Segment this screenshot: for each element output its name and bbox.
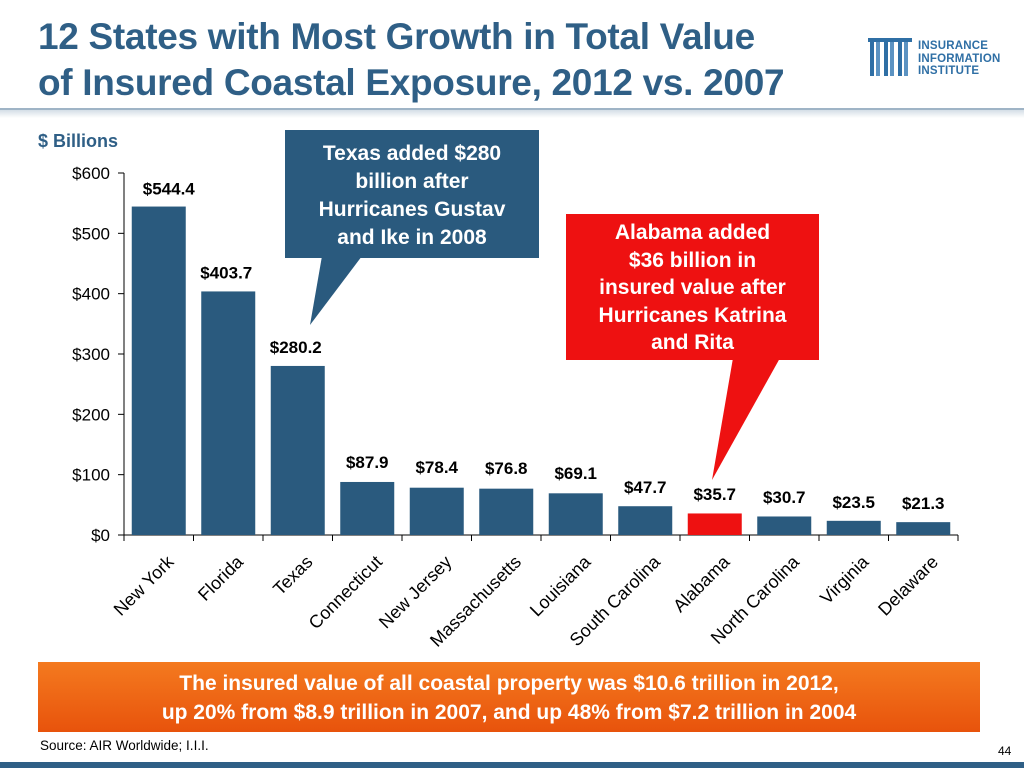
value-label: $30.7 [763,488,806,507]
value-label: $544.4 [143,180,196,199]
alabama-callout-line-1: Alabama added [614,221,771,244]
bar-north-carolina [757,516,812,535]
bar-florida [201,291,256,535]
y-tick-label: $200 [72,405,110,424]
title-line-1: 12 States with Most Growth in Total Valu… [38,16,755,57]
logo-line-3: INSTITUTE [918,65,980,77]
category-label: Alabama [669,551,734,616]
y-tick-label: $400 [72,285,110,304]
summary-line-2: up 20% from $8.9 trillion in 2007, and u… [161,701,857,724]
value-label: $35.7 [693,485,736,504]
summary-line-1: The insured value of all coastal propert… [179,672,839,695]
value-label: $87.9 [346,453,389,472]
category-label: New York [110,551,179,620]
y-tick-label: $0 [91,526,110,545]
texas-callout-line-3: Hurricanes Gustav [318,198,506,221]
alabama-callout-pointer [712,358,780,480]
texas-callout-line-2: billion after [355,170,469,193]
value-label: $47.7 [624,478,667,497]
alabama-callout-line-2: $36 billion in [628,248,757,272]
category-label: Delaware [874,552,942,620]
value-label: $76.8 [485,459,528,478]
bar-massachusetts [479,488,534,535]
texas-callout-line-4: and Ike in 2008 [337,226,487,249]
logo-wordmark: INSURANCE INFORMATION INSTITUTE [918,40,1000,78]
bar-new-york [131,206,186,535]
alabama-callout: Alabama added $36 billion in insured val… [566,214,819,360]
title-divider-line [0,108,1024,110]
footer-bar [0,762,1024,768]
y-tick-label: $600 [72,164,110,183]
iii-logo-icon [868,38,912,76]
alabama-callout-line-5: and Rita [651,331,734,354]
value-label: $280.2 [270,338,322,357]
category-label: Virginia [816,551,873,608]
bar-south-carolina [618,506,673,535]
logo-line-1: INSURANCE [918,40,989,52]
source-note: Source: AIR Worldwide; I.I.I. [40,738,209,753]
bar-virginia [826,520,881,535]
y-tick-label: $300 [72,345,110,364]
title-line-2: of Insured Coastal Exposure, 2012 vs. 20… [38,62,785,103]
value-label: $69.1 [554,464,597,483]
y-tick-label: $500 [72,224,110,243]
y-axis-label: $ Billions [38,131,118,151]
logo-line-2: INFORMATION [918,52,1001,65]
bar-alabama [687,513,742,535]
value-label: $21.3 [902,494,945,513]
texas-callout-line-1: Texas added $280 [322,142,502,165]
texas-callout: Texas added $280 billion after Hurricane… [285,130,539,258]
alabama-callout-line-3: insured value after [599,276,786,299]
value-label: $403.7 [200,263,252,282]
bar-delaware [896,522,951,535]
bar-texas [270,365,325,535]
bar-connecticut [340,481,395,535]
category-label: Louisiana [526,551,595,620]
category-label: Florida [194,551,248,605]
bar-chart: $ Billions $0 $100 $200 $300 $400 $500 $600 $5… [38,131,959,651]
summary-banner: The insured value of all coastal propert… [38,662,980,732]
category-label: Texas [269,552,316,599]
title-divider [0,108,1024,118]
page-number: 44 [998,744,1012,758]
bar-new-jersey [409,487,464,535]
value-label: $23.5 [832,493,875,512]
y-tick-label: $100 [72,466,110,485]
alabama-callout-line-4: Hurricanes Katrina [598,303,787,327]
texas-callout-pointer [310,256,362,325]
value-label: $78.4 [415,458,458,477]
category-label: Connecticut [305,552,386,633]
bar-louisiana [548,493,603,535]
page-title: 12 States with Most Growth in Total Valu… [38,14,868,106]
